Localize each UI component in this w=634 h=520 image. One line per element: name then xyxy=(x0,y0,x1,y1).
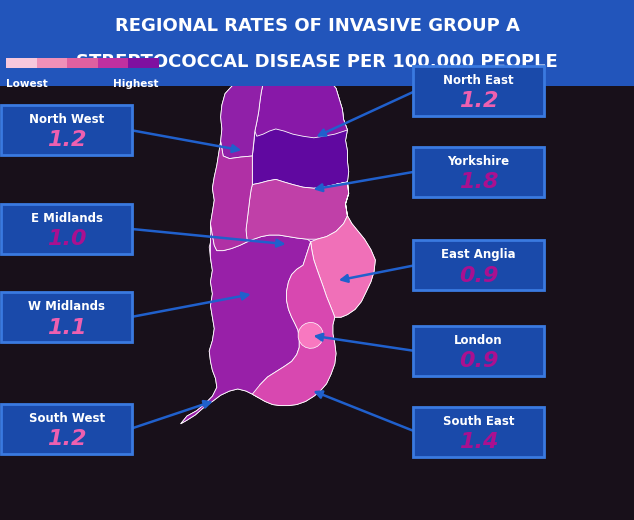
Polygon shape xyxy=(252,242,336,406)
Polygon shape xyxy=(221,78,266,159)
Text: Yorkshire: Yorkshire xyxy=(448,155,510,167)
FancyBboxPatch shape xyxy=(1,204,132,254)
Bar xyxy=(6,58,37,68)
Bar xyxy=(128,58,158,68)
FancyBboxPatch shape xyxy=(1,292,132,342)
Text: 1.2: 1.2 xyxy=(459,92,498,111)
FancyBboxPatch shape xyxy=(413,240,544,290)
FancyBboxPatch shape xyxy=(413,407,544,457)
Bar xyxy=(37,58,67,68)
Text: 1.2: 1.2 xyxy=(47,430,86,449)
FancyBboxPatch shape xyxy=(413,66,544,116)
Polygon shape xyxy=(311,182,375,317)
Text: London: London xyxy=(455,334,503,347)
Text: STREPTOCOCCAL DISEASE PER 100,000 PEOPLE: STREPTOCOCCAL DISEASE PER 100,000 PEOPLE xyxy=(76,53,558,71)
Text: Highest: Highest xyxy=(113,79,158,89)
Text: South West: South West xyxy=(29,412,105,425)
FancyBboxPatch shape xyxy=(413,147,544,197)
Text: North East: North East xyxy=(443,74,514,87)
Text: 1.1: 1.1 xyxy=(47,318,86,337)
Bar xyxy=(98,58,128,68)
Polygon shape xyxy=(246,179,349,242)
Text: 0.9: 0.9 xyxy=(459,266,498,285)
Polygon shape xyxy=(255,74,347,138)
Polygon shape xyxy=(298,322,323,348)
Text: 0.9: 0.9 xyxy=(459,352,498,371)
Text: 1.4: 1.4 xyxy=(459,432,498,452)
Text: 1.8: 1.8 xyxy=(459,172,498,192)
Polygon shape xyxy=(181,224,311,424)
FancyBboxPatch shape xyxy=(1,404,132,454)
Text: REGIONAL RATES OF INVASIVE GROUP A: REGIONAL RATES OF INVASIVE GROUP A xyxy=(115,17,519,35)
FancyBboxPatch shape xyxy=(0,0,634,86)
Text: Lowest: Lowest xyxy=(6,79,48,89)
Polygon shape xyxy=(181,74,375,424)
Text: 1.0: 1.0 xyxy=(47,229,86,249)
FancyBboxPatch shape xyxy=(413,326,544,376)
Polygon shape xyxy=(210,141,252,251)
FancyBboxPatch shape xyxy=(1,105,132,155)
Polygon shape xyxy=(252,74,349,188)
Text: East Anglia: East Anglia xyxy=(441,249,516,262)
Text: W Midlands: W Midlands xyxy=(28,301,105,313)
Text: E Midlands: E Midlands xyxy=(30,212,103,225)
Text: 1.2: 1.2 xyxy=(47,131,86,150)
Text: South East: South East xyxy=(443,415,514,427)
Text: North West: North West xyxy=(29,113,104,126)
Bar xyxy=(67,58,98,68)
